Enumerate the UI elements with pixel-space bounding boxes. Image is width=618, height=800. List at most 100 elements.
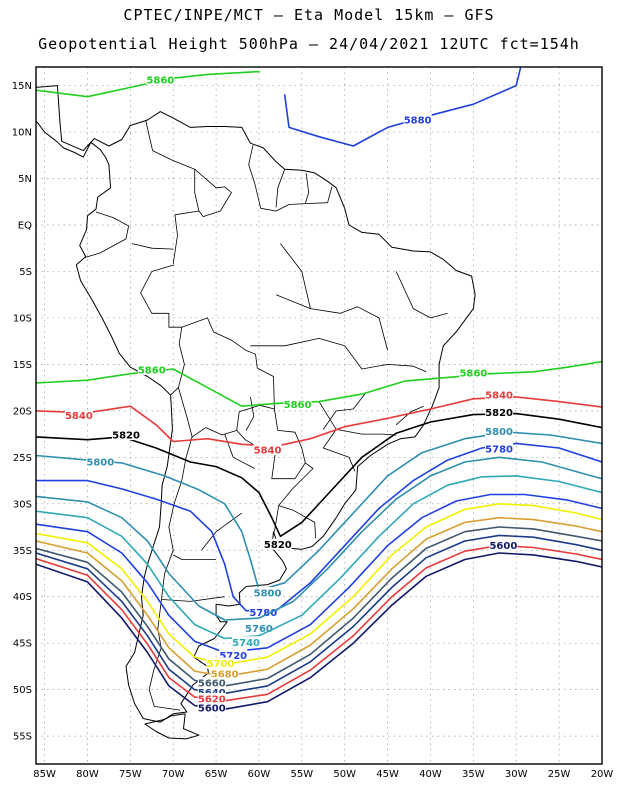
contour-label-bg <box>244 622 273 634</box>
lat-tick-label: 30S <box>13 499 32 510</box>
contour-label-bg <box>197 677 226 689</box>
contour-label: 5720 <box>219 651 247 662</box>
coastline <box>144 713 200 740</box>
lat-tick-label: 15S <box>13 360 32 371</box>
country-border <box>395 405 424 426</box>
lon-tick-label: 35W <box>462 769 485 780</box>
country-border <box>201 512 243 551</box>
country-border <box>275 169 286 208</box>
contour-label: 5820 <box>112 431 140 442</box>
contour-label-bg <box>485 406 514 418</box>
contour-line-5700 <box>36 502 602 666</box>
contour-label: 5860 <box>459 368 487 379</box>
lon-tick-label: 50W <box>333 769 356 780</box>
contour-line-5780 <box>36 442 602 612</box>
contour-line-5680 <box>36 516 602 678</box>
contour-label-bg <box>197 702 226 714</box>
lon-tick-label: 45W <box>376 769 399 780</box>
country-border <box>173 554 217 560</box>
contour-label-bg <box>485 442 514 454</box>
lat-tick-label: 5N <box>18 174 32 185</box>
title-line-2: Geopotential Height 500hPa – 24/04/2021 … <box>38 35 580 53</box>
lon-tick-label: 40W <box>419 769 442 780</box>
country-border <box>278 462 316 539</box>
contour-line-5660 <box>36 526 602 687</box>
contour-label: 5620 <box>198 694 226 705</box>
contour-label: 5800 <box>86 457 114 468</box>
contour-label-bg <box>249 606 278 618</box>
contour-line-5860 <box>36 360 602 408</box>
country-border <box>318 401 397 436</box>
contour-label-bg <box>263 538 292 550</box>
lon-tick-label: 25W <box>548 769 571 780</box>
lon-tick-label: 55W <box>291 769 314 780</box>
contour-label-bg <box>210 667 239 679</box>
contour-label-bg <box>219 649 248 661</box>
lat-tick-label: 45S <box>13 639 32 650</box>
contour-label-bg <box>197 692 226 704</box>
contour-line-5820 <box>36 412 602 538</box>
contour-label: 5800 <box>254 589 282 600</box>
map-frame <box>35 66 603 765</box>
map-contours: 5880 5860 5860 5860 5860 5840 5840 5840 5820 5820… <box>36 67 602 715</box>
lat-tick-label: 5S <box>19 267 32 278</box>
country-border <box>245 396 255 431</box>
contour-label: 5860 <box>284 400 312 411</box>
contour-line-5740 <box>36 475 602 640</box>
lat-tick-label: 55S <box>13 732 32 743</box>
contour-label-bg <box>137 363 166 375</box>
coastline <box>36 85 476 723</box>
lon-tick-label: 65W <box>205 769 228 780</box>
lon-tick-label: 60W <box>248 769 271 780</box>
contour-line-5720 <box>36 493 602 654</box>
country-border <box>84 211 130 258</box>
contour-line-5640 <box>36 534 602 695</box>
contour-label: 5740 <box>232 638 260 649</box>
lat-tick-label: 40S <box>13 592 32 603</box>
country-border <box>304 172 310 204</box>
lon-tick-label: 70W <box>162 769 185 780</box>
country-border <box>280 243 311 309</box>
lon-tick-label: 20W <box>591 769 614 780</box>
lat-tick-label: 25S <box>13 453 32 464</box>
contour-label: 5780 <box>249 608 277 619</box>
lat-tick-label: 50S <box>13 685 32 696</box>
country-border <box>178 317 275 438</box>
contour-label-bg <box>253 587 282 599</box>
contour-label-bg <box>146 74 175 86</box>
contour-line-5600 <box>36 552 602 711</box>
country-border <box>194 168 232 218</box>
contour-label: 5600 <box>198 704 226 715</box>
country-border <box>275 294 388 351</box>
contour-label-bg <box>197 686 226 698</box>
contour-label: 5800 <box>485 427 513 438</box>
country-border <box>140 264 185 396</box>
country-border <box>395 271 448 319</box>
country-border <box>131 243 174 250</box>
contour-label: 5880 <box>404 115 432 126</box>
lat-tick-label: EQ <box>18 220 32 231</box>
contour-label: 5820 <box>264 540 292 551</box>
lat-tick-label: 10S <box>13 313 32 324</box>
map-land <box>36 85 476 740</box>
contour-line-5880 <box>283 67 522 147</box>
contour-label-bg <box>253 443 282 455</box>
contour-label: 5840 <box>65 411 93 422</box>
contour-label: 5820 <box>485 408 513 419</box>
contour-label-bg <box>232 636 261 648</box>
country-border <box>322 392 367 430</box>
contour-label-bg <box>206 657 235 669</box>
country-border <box>322 429 356 472</box>
contour-label: 5760 <box>245 624 273 635</box>
lat-tick-label: 35S <box>13 546 32 557</box>
lon-tick-label: 30W <box>505 769 528 780</box>
contour-label: 5840 <box>485 391 513 402</box>
contour-label-bg <box>485 425 514 437</box>
country-border <box>250 337 427 373</box>
map-axis-labels: 15N 10N 5N EQ 5S 10S 15S 20S 25S 30S 35S 40S 45S 50S 5… <box>12 81 614 780</box>
contour-label-bg <box>283 398 312 410</box>
contour-label-bg <box>403 113 432 125</box>
lat-tick-label: 15N <box>12 81 32 92</box>
contour-label: 5660 <box>198 679 226 690</box>
